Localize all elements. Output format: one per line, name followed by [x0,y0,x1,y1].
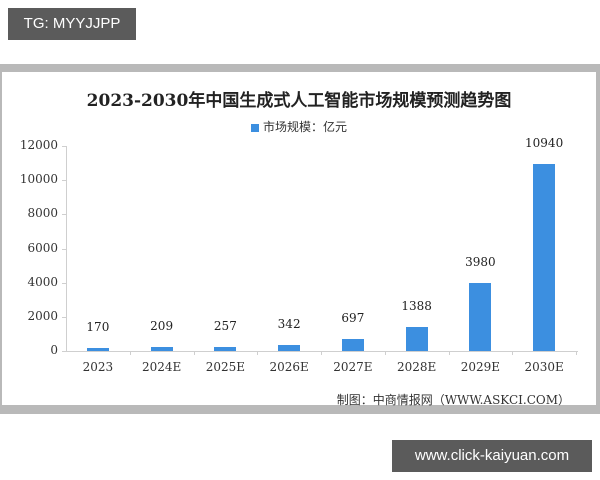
y-tick-label: 8000 [27,206,58,221]
bar [341,339,364,351]
bar-data-label: 697 [341,311,365,326]
x-tick-mark [129,351,131,355]
tg-badge: TG: MYYJJPP [8,8,136,40]
plot-area: 0 2000 4000 6000 8000 10000 12000 170 2023 209 202… [20,136,578,374]
y-axis [66,146,67,352]
bar [278,345,301,351]
chart-title: 2023-2030年中国生成式人工智能市场规模预测趋势图 [86,91,512,111]
bar [150,347,173,351]
x-tick-mark [576,351,577,355]
y-tick-label: 6000 [27,240,58,255]
x-tick-label: 2030E [524,360,564,374]
legend-swatch-icon [250,123,259,132]
y-tick-label: 2000 [27,308,58,323]
y-tick-mark [62,282,66,284]
y-tick-mark [62,248,66,250]
bar-data-label: 10940 [525,136,564,151]
x-tick-label: 2029E [460,360,501,374]
bar [214,346,237,351]
chart-frame: 2023-2030年中国生成式人工智能市场规模预测趋势图 市场规模：亿元 0 20… [0,64,600,414]
bar-data-label: 209 [150,319,174,334]
bar [469,283,492,351]
y-tick-mark [62,351,66,352]
chart-legend: 市场规模：亿元 [2,118,596,135]
x-tick-mark [512,351,514,355]
legend-label: 市场规模：亿元 [262,120,347,134]
x-tick-label: 2026E [269,360,309,374]
y-tick-label: 12000 [19,138,58,152]
url-badge: www.click-kaiyuan.com [392,440,592,472]
x-tick-label: 2025E [205,360,246,374]
x-tick-label: 2024E [141,360,182,374]
x-tick-mark [321,351,322,355]
x-tick-label: 2028E [396,360,437,374]
bar-data-label: 342 [277,317,301,332]
y-tick-mark [62,316,66,318]
y-tick-mark [62,214,66,216]
bar-data-label: 1388 [401,299,432,314]
y-tick-mark [62,180,66,182]
x-tick-mark [448,351,450,355]
y-tick-label: 4000 [27,274,58,289]
x-tick-label: 2027E [333,360,373,374]
bar-data-label: 170 [86,320,110,335]
x-tick-mark [193,351,195,355]
x-tick-mark [384,351,386,355]
bar [405,327,428,351]
source-note: 制图：中商情报网（WWW.ASKCI.COM） [336,393,570,407]
bar [533,164,556,351]
y-tick-label: 0 [50,343,58,357]
x-tick-mark [257,351,259,355]
bar-data-label: 257 [213,318,237,333]
y-tick-label: 10000 [19,172,58,187]
bar-data-label: 3980 [465,255,496,269]
x-axis [66,351,578,352]
chart-panel: 2023-2030年中国生成式人工智能市场规模预测趋势图 市场规模：亿元 0 20… [2,72,596,407]
x-tick-label: 2023 [82,360,114,374]
bar [86,348,109,351]
y-tick-mark [62,146,66,147]
